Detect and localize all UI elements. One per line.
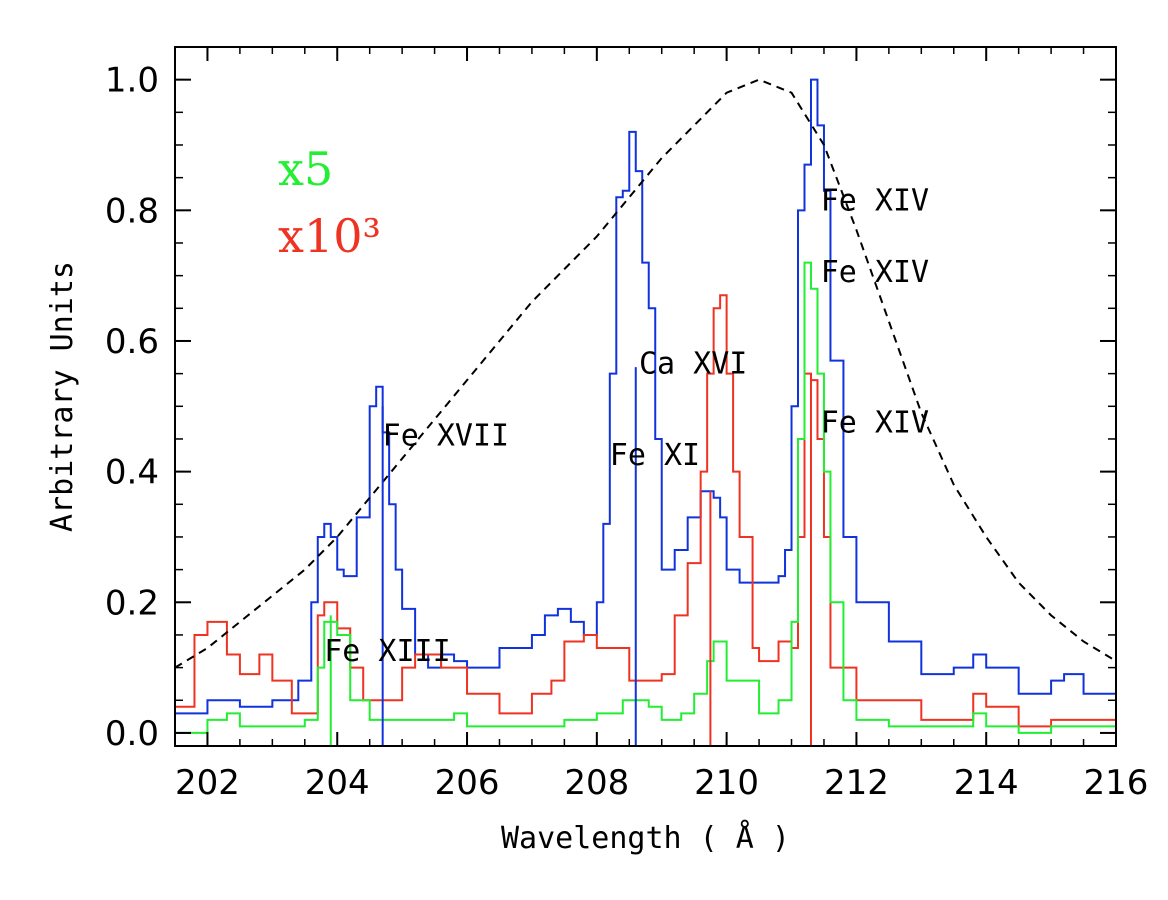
ion-label: Fe XI (610, 438, 700, 473)
series-line-3 (175, 261, 1117, 734)
series-line-1 (175, 78, 1117, 715)
y-tick-label: 0.0 (105, 714, 159, 754)
series-line-4 (174, 78, 1117, 669)
x-tick-label: 210 (694, 763, 759, 803)
y-axis-label: Arbitrary Units (45, 261, 80, 532)
ion-label: Fe XIII (324, 634, 450, 669)
plot-frame (174, 46, 1117, 747)
x-tick-label: 206 (435, 763, 500, 803)
x-axis-label: Wavelength ( Å ) (501, 820, 790, 856)
y-tick-label: 0.6 (105, 322, 159, 362)
x-tick-label: 208 (564, 763, 629, 803)
y-tick-label: 0.8 (105, 191, 159, 231)
x-tick-label: 216 (1084, 763, 1149, 803)
line-marker-layer (329, 367, 812, 746)
annotation-layer: Fe XIII Fe XVII Fe XI Ca XVI Fe XIV Fe XIV Fe … (324, 183, 929, 669)
y-tick-label: 1.0 (105, 61, 159, 101)
x-tick-label: 204 (305, 763, 370, 803)
x-tick-label: 214 (954, 763, 1019, 803)
ion-label: Fe XIV (821, 183, 929, 218)
ion-label: Fe XIV (821, 405, 929, 440)
y-tick-label: 0.2 (105, 583, 159, 623)
series-layer (174, 78, 1117, 734)
ion-label: Ca XVI (639, 347, 747, 382)
tick-layer: 202 204 206 208 210 212 214 216 0.0 0.2 0.4 0.6 0.8 1… (105, 47, 1149, 803)
legend-entry-red: x10³ (278, 209, 381, 263)
x-tick-label: 202 (175, 763, 240, 803)
legend: x5 x10³ (278, 142, 381, 263)
legend-entry-green: x5 (278, 142, 333, 196)
x-tick-label: 212 (824, 763, 889, 803)
ion-label: Fe XVII (383, 418, 509, 453)
ion-label: Fe XIV (821, 255, 929, 290)
y-tick-label: 0.4 (105, 453, 159, 493)
